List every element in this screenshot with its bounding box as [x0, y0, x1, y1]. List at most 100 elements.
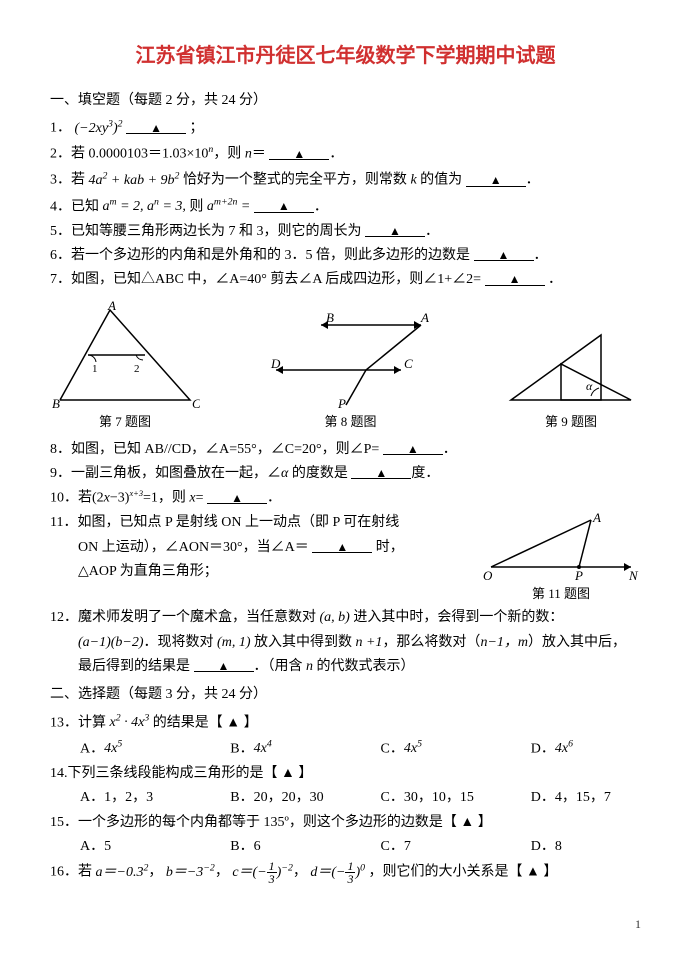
question-11-line1: 11．如图，已知点 P 是射线 ON 上一动点（即 P 可在射线 — [50, 512, 641, 534]
q12-blank — [194, 656, 254, 672]
q16-sep1: ， — [148, 865, 162, 880]
svg-text:C: C — [404, 356, 413, 371]
question-8: 8．如图，已知 AB//CD，∠A=55°，∠C=20°，则∠P= ． — [50, 439, 641, 461]
q7-text: 7．如图，已知△ABC 中，∠A=40° 剪去∠A 后成四边形，则∠1+∠2= — [50, 272, 481, 287]
q13-opt-a: A．4x5 — [80, 737, 190, 761]
q16-post: ，则它们的大小关系是【 ▲ 】 — [369, 865, 558, 880]
q11-l2: ON 上运动），∠AON＝30°，当∠A＝ — [78, 540, 309, 555]
q9-pre: 9．一副三角板，如图叠放在一起，∠ — [50, 466, 281, 481]
q10-post2: = — [196, 491, 204, 506]
fig9-caption: 第 9 题图 — [501, 412, 641, 433]
q12-l2-post: ）放入其中后， — [528, 635, 626, 650]
q3-post: 的值为 — [417, 173, 463, 188]
svg-text:α: α — [586, 379, 593, 393]
fig8-caption: 第 8 题图 — [266, 412, 436, 433]
question-12-line2: (a−1)(b−2)．现将数对 (m, 1) 放入其中得到数 n +1，那么将数… — [78, 632, 641, 654]
q16-sep2: ， — [215, 865, 229, 880]
q11-l2b: 时， — [376, 540, 404, 555]
q14-options: A．1，2，3 B．20，20，30 C．30，10，15 D．4，15，7 — [80, 787, 641, 809]
fig8-svg: B A D C P — [266, 310, 436, 410]
q12-l2-mid2: 放入其中得到数 — [250, 635, 355, 650]
q2-post2: ＝ — [252, 147, 266, 162]
q10-blank — [207, 488, 267, 504]
page-number: 1 — [50, 915, 641, 934]
question-15: 15．一个多边形的每个内角都等于 135º，则这个多边形的边数是【 ▲ 】 — [50, 812, 641, 834]
section-2-header: 二、选择题（每题 3 分，共 24 分） — [50, 684, 641, 706]
q6-text: 6．若一个多边形的内角和是外角和的 3．5 倍，则此多边形的边数是 — [50, 248, 470, 263]
fig7-caption: 第 7 题图 — [50, 412, 200, 433]
q15-options: A．5 B．6 C．7 D．8 — [80, 836, 641, 858]
question-11-line2: ON 上运动），∠AON＝30°，当∠A＝ 时， — [78, 537, 641, 559]
figure-row-1: A B C 1 2 第 7 题图 B A D C P 第 8 题图 — [50, 300, 641, 433]
q14-opt-c: C．30，10，15 — [381, 787, 491, 809]
fig11-caption: 第 11 题图 — [481, 584, 641, 605]
figure-9: α 第 9 题图 — [501, 320, 641, 433]
q4-m1: am = 2, an = 3, — [103, 199, 186, 214]
q14-opt-b: B．20，20，30 — [230, 787, 340, 809]
q14-opt-a: A．1，2，3 — [80, 787, 190, 809]
question-7: 7．如图，已知△ABC 中，∠A=40° 剪去∠A 后成四边形，则∠1+∠2= … — [50, 269, 641, 291]
q2-pre: 2．若 0.0000103＝1.03×10 — [50, 147, 208, 162]
q16-b: b＝−3−2 — [166, 865, 215, 880]
question-9: 9．一副三角板，如图叠放在一起，∠α 的度数是 度． — [50, 463, 641, 485]
svg-text:P: P — [337, 396, 346, 410]
q16-d: d＝(−13)0 — [310, 865, 365, 880]
question-5: 5．已知等腰三角形两边长为 7 和 3，则它的周长为 ． — [50, 221, 641, 243]
question-10: 10．若(2x−3)x+3=1，则 x= ． — [50, 487, 641, 510]
question-4: 4．已知 am = 2, an = 3, 则 am+2n = ． — [50, 195, 641, 219]
q4-m2: am+2n = — [207, 199, 250, 214]
q1-post: ； — [190, 121, 204, 136]
svg-text:A: A — [420, 310, 429, 325]
q9-post: 的度数是 — [288, 466, 348, 481]
q3-blank — [466, 170, 526, 186]
q4-pre: 4．已知 — [50, 199, 103, 214]
q10-end: ． — [267, 491, 281, 506]
figure-7: A B C 1 2 第 7 题图 — [50, 300, 200, 433]
q8-text: 8．如图，已知 AB//CD，∠A=55°，∠C=20°，则∠P= — [50, 442, 379, 457]
q1-blank — [126, 118, 186, 134]
q15-opt-c: C．7 — [381, 836, 491, 858]
svg-text:2: 2 — [134, 363, 140, 375]
q4-end: ． — [314, 199, 328, 214]
page-title: 江苏省镇江市丹徒区七年级数学下学期期中试题 — [50, 40, 641, 72]
question-6: 6．若一个多边形的内角和是外角和的 3．5 倍，则此多边形的边数是 ． — [50, 245, 641, 267]
q13-opt-b: B．4x4 — [230, 737, 340, 761]
question-12-line1: 12．魔术师发明了一个魔术盒，当任意数对 (a, b) 进入其中时，会得到一个新… — [50, 607, 641, 629]
q16-c: c＝(−13)−2 — [232, 865, 293, 880]
svg-text:C: C — [192, 396, 200, 410]
q16-sep3: ， — [293, 865, 307, 880]
q13-text: 13．计算 — [50, 715, 110, 730]
q1-math: (−2xy3)2 — [75, 121, 123, 136]
q11-blank — [312, 537, 372, 553]
q7-end: ． — [548, 272, 562, 287]
q5-blank — [365, 221, 425, 237]
section-1-header: 一、填空题（每题 2 分，共 24 分） — [50, 90, 641, 112]
svg-text:D: D — [270, 356, 281, 371]
q12-pair1: (a, b) — [320, 610, 350, 625]
q8-blank — [383, 439, 443, 455]
q5-end: ． — [425, 224, 439, 239]
question-11-line3: △AOP 为直角三角形； — [78, 561, 641, 583]
q12-m3: n +1 — [355, 635, 382, 650]
q12-l2-mid: ．现将数对 — [144, 635, 218, 650]
q12-l3: 最后得到的结果是 — [78, 659, 190, 674]
q13-post: 的结果是【 ▲ 】 — [153, 715, 258, 730]
q6-end: ． — [534, 248, 548, 263]
q3-math: 4a2 + kab + 9b2 — [89, 173, 180, 188]
q12-pair3: n−1，m — [480, 635, 528, 650]
q8-end: ． — [443, 442, 457, 457]
q13-opt-d: D．4x6 — [531, 737, 641, 761]
q12-pair2: (m, 1) — [217, 635, 250, 650]
q3-mid: 恰好为一个整式的完全平方，则常数 — [183, 173, 411, 188]
q2-blank — [269, 144, 329, 160]
q16-pre: 16．若 — [50, 865, 96, 880]
fig7-svg: A B C 1 2 — [50, 300, 200, 410]
question-12-line3: 最后得到的结果是 ．（用含 n 的代数式表示） — [78, 656, 641, 678]
q3-pre: 3．若 — [50, 173, 89, 188]
q12-l1-post: 进入其中时，会得到一个新的数： — [353, 610, 563, 625]
question-14: 14.下列三条线段能构成三角形的是【 ▲ 】 — [50, 763, 641, 785]
q16-a: a＝−0.32 — [96, 865, 149, 880]
q10-exp: x+3 — [129, 489, 143, 498]
q7-blank — [485, 269, 545, 285]
q14-opt-d: D．4，15，7 — [531, 787, 641, 809]
